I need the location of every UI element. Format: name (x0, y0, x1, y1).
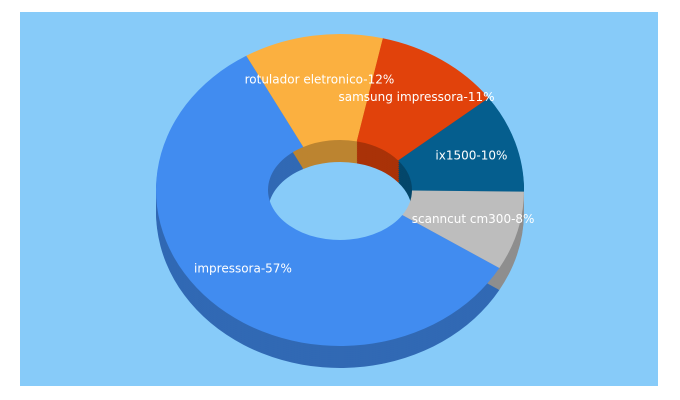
slice (155, 55, 500, 347)
slice-label: ix1500-10% (435, 149, 507, 163)
slice-label: impressora-57% (194, 261, 292, 275)
labels: impressora-57% rotulador eletronico-12% sa… (194, 73, 534, 276)
slice-label: rotulador eletronico-12% (245, 73, 395, 87)
slice (398, 98, 525, 192)
slice-label: scanncut cm300-8% (412, 212, 535, 226)
slice-label: samsung impressora-11% (338, 90, 494, 104)
slice (246, 34, 383, 147)
slice (402, 190, 524, 268)
top-layer (155, 34, 525, 347)
slice (356, 38, 489, 161)
